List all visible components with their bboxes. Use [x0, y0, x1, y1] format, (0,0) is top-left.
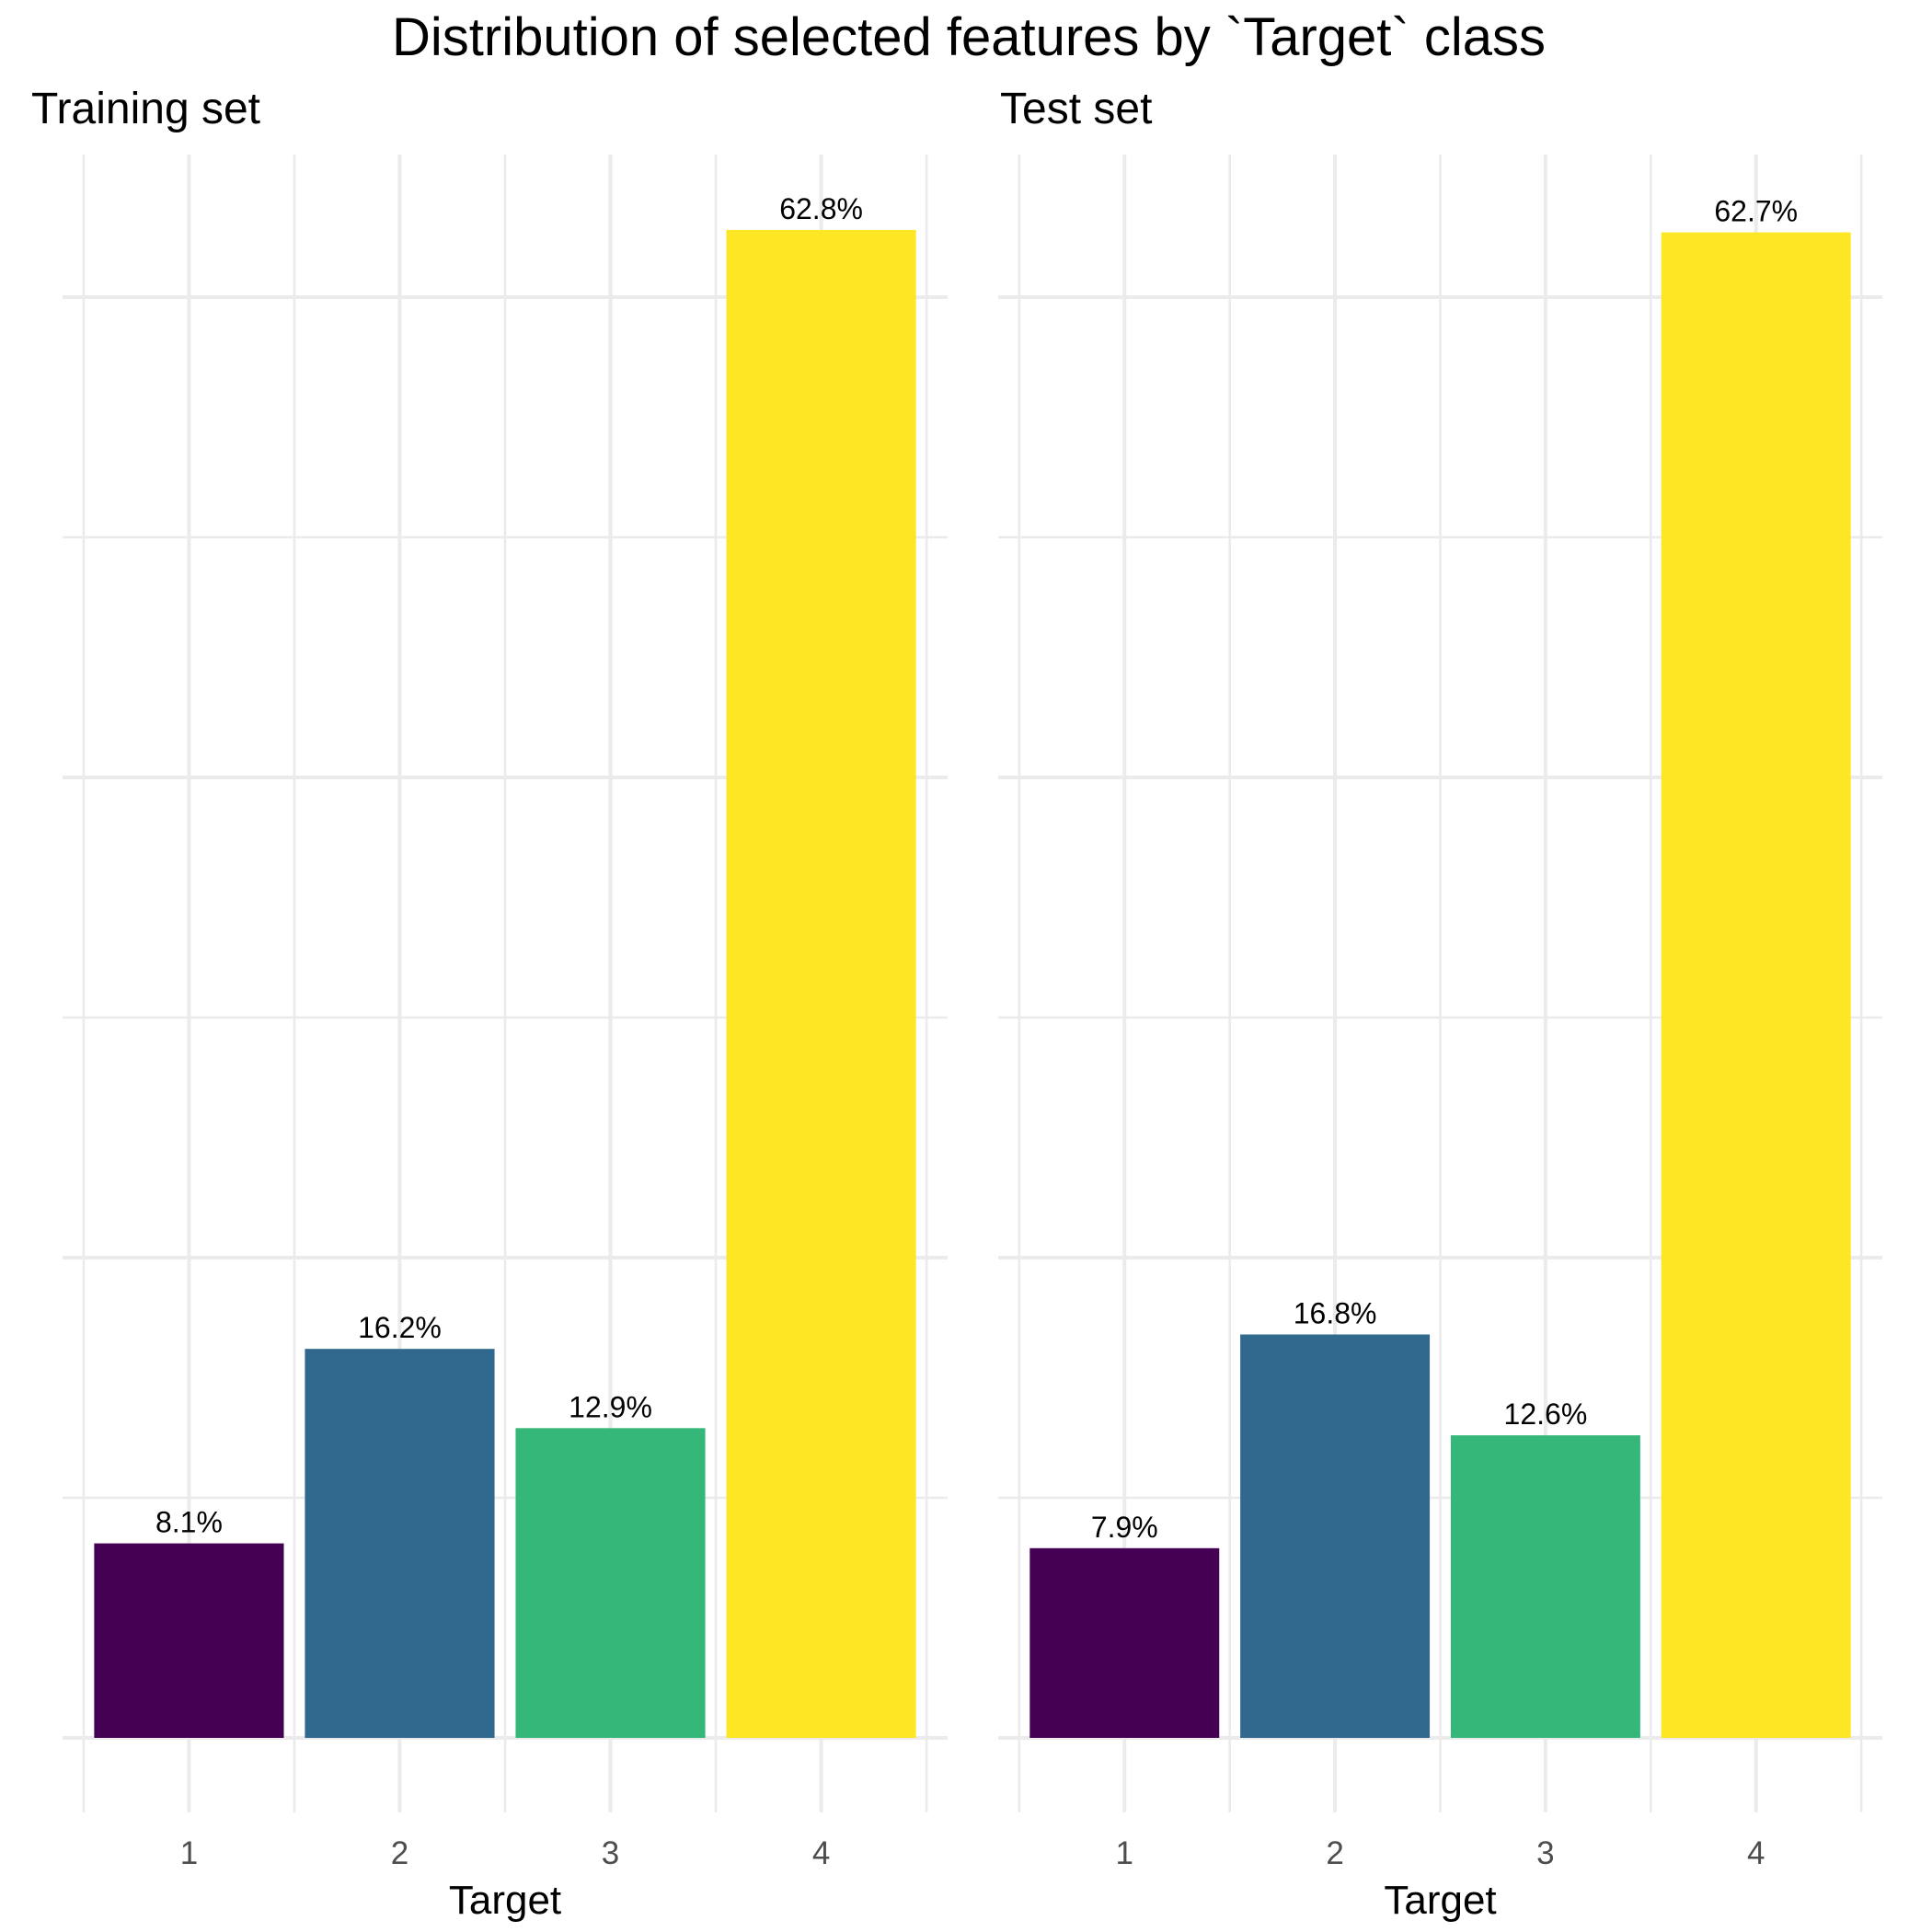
bar-target-1: [1029, 1547, 1220, 1738]
bar-target-4: [726, 229, 916, 1738]
chart-panels: Training set 8.1% 1 16.2% 2 12.9% 3 62.8% 4 Targe…: [31, 85, 1882, 1923]
data-label: 7.9%: [1091, 1511, 1158, 1544]
data-label: 62.7%: [1714, 195, 1798, 228]
bar-target-3: [1450, 1435, 1640, 1738]
chart-panel-2: Test set 7.9% 1 16.8% 2 12.6% 3 62.7% 4 Target: [998, 85, 1882, 1923]
x-tick-label: 2: [391, 1835, 408, 1871]
chart-title: Distribution of selected features by `Ta…: [392, 7, 1546, 67]
bar-target-1: [94, 1543, 284, 1738]
data-label: 62.8%: [779, 192, 863, 225]
chart-panel-1: Training set 8.1% 1 16.2% 2 12.9% 3 62.8% 4 Targe…: [31, 85, 948, 1923]
bar-target-2: [1240, 1334, 1431, 1738]
x-tick-label: 1: [1116, 1835, 1133, 1871]
bar-target-2: [305, 1349, 495, 1738]
panel-subtitle: Training set: [31, 85, 260, 133]
x-tick-label: 1: [180, 1835, 198, 1871]
x-tick-label: 2: [1326, 1835, 1343, 1871]
bar-target-4: [1661, 232, 1851, 1738]
data-label: 16.2%: [358, 1311, 442, 1344]
x-axis-label: Target: [449, 1878, 561, 1923]
data-label: 12.9%: [569, 1390, 652, 1423]
panel-subtitle: Test set: [1000, 85, 1152, 133]
x-tick-label: 4: [1747, 1835, 1765, 1871]
x-tick-label: 3: [1536, 1835, 1554, 1871]
data-label: 12.6%: [1504, 1397, 1588, 1431]
x-tick-label: 4: [812, 1835, 830, 1871]
x-tick-label: 3: [602, 1835, 619, 1871]
data-label: 8.1%: [155, 1506, 223, 1539]
x-axis-label: Target: [1384, 1878, 1496, 1923]
data-label: 16.8%: [1294, 1297, 1377, 1330]
bar-target-3: [515, 1428, 706, 1738]
